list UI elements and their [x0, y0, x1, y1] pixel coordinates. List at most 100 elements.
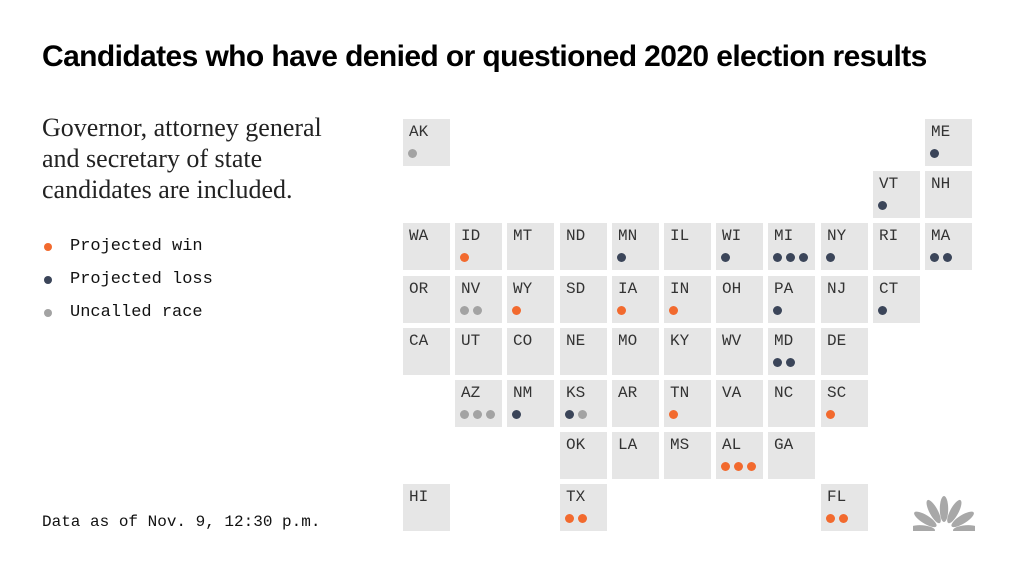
state-abbr: MT: [513, 227, 533, 245]
state-abbr: MA: [931, 227, 951, 245]
state-abbr: WV: [722, 332, 742, 350]
state-tile-ut: UT: [455, 328, 502, 375]
uncalled-dot-icon: [473, 306, 482, 315]
state-abbr: SC: [827, 384, 847, 402]
win-dot-icon: [747, 462, 756, 471]
loss-dot-icon: [773, 253, 782, 262]
state-tile-ky: KY: [664, 328, 711, 375]
candidate-dots: [826, 253, 839, 262]
state-abbr: UT: [461, 332, 481, 350]
subtitle: Governor, attorney general and secretary…: [42, 113, 322, 204]
state-abbr: NH: [931, 175, 951, 193]
state-tile-ar: AR: [612, 380, 659, 427]
state-abbr: MN: [618, 227, 638, 245]
state-tile-ga: GA: [768, 432, 815, 479]
state-tile-or: OR: [403, 276, 450, 323]
state-tile-mo: MO: [612, 328, 659, 375]
state-tile-oh: OH: [716, 276, 763, 323]
state-tile-al: AL: [716, 432, 763, 479]
state-abbr: AZ: [461, 384, 481, 402]
legend-item-win: Projected win: [42, 230, 213, 263]
state-abbr: MS: [670, 436, 690, 454]
state-abbr: TN: [670, 384, 690, 402]
data-timestamp-note: Data as of Nov. 9, 12:30 p.m.: [42, 513, 321, 531]
state-abbr: PA: [774, 280, 794, 298]
state-abbr: AL: [722, 436, 742, 454]
state-tile-mi: MI: [768, 223, 815, 270]
candidate-dots: [878, 201, 891, 210]
state-abbr: WY: [513, 280, 533, 298]
state-abbr: CO: [513, 332, 533, 350]
candidate-dots: [460, 306, 486, 315]
state-tile-nj: NJ: [821, 276, 868, 323]
legend-item-uncalled: Uncalled race: [42, 296, 213, 329]
state-abbr: IN: [670, 280, 690, 298]
state-abbr: WA: [409, 227, 429, 245]
state-tile-sc: SC: [821, 380, 868, 427]
state-abbr: FL: [827, 488, 847, 506]
state-abbr: WI: [722, 227, 742, 245]
state-abbr: MD: [774, 332, 794, 350]
legend: Projected win Projected loss Uncalled ra…: [42, 230, 213, 329]
candidate-dots: [669, 410, 682, 419]
state-abbr: GA: [774, 436, 794, 454]
candidate-dots: [617, 306, 630, 315]
candidate-dots: [826, 410, 839, 419]
state-abbr: AK: [409, 123, 429, 141]
candidate-dots: [512, 410, 525, 419]
state-abbr: ME: [931, 123, 951, 141]
state-abbr: ID: [461, 227, 481, 245]
candidate-dots: [565, 514, 591, 523]
win-dot-icon: [669, 410, 678, 419]
win-dot-icon: [826, 514, 835, 523]
state-tile-mn: MN: [612, 223, 659, 270]
state-abbr: NM: [513, 384, 533, 402]
win-dot-icon: [721, 462, 730, 471]
page-title: Candidates who have denied or questioned…: [42, 40, 927, 73]
state-abbr: CT: [879, 280, 899, 298]
state-tile-va: VA: [716, 380, 763, 427]
state-abbr: MO: [618, 332, 638, 350]
state-tile-tn: TN: [664, 380, 711, 427]
state-abbr: KS: [566, 384, 586, 402]
state-abbr: KY: [670, 332, 690, 350]
candidate-dots: [826, 514, 852, 523]
state-tile-in: IN: [664, 276, 711, 323]
win-dot-icon: [617, 306, 626, 315]
loss-dot-icon: [786, 358, 795, 367]
candidate-dots: [512, 306, 525, 315]
state-tile-nd: ND: [560, 223, 607, 270]
loss-dot-icon: [878, 306, 887, 315]
state-abbr: NE: [566, 332, 586, 350]
state-abbr: VA: [722, 384, 742, 402]
state-abbr: VT: [879, 175, 899, 193]
candidate-dots: [669, 306, 682, 315]
state-tile-ma: MA: [925, 223, 972, 270]
legend-label: Uncalled race: [70, 303, 203, 322]
state-abbr: AR: [618, 384, 638, 402]
state-tile-vt: VT: [873, 171, 920, 218]
uncalled-dot-icon: [44, 308, 52, 317]
uncalled-dot-icon: [408, 149, 417, 158]
state-tile-fl: FL: [821, 484, 868, 531]
state-tile-nc: NC: [768, 380, 815, 427]
loss-dot-icon: [786, 253, 795, 262]
state-abbr: NJ: [827, 280, 847, 298]
state-abbr: DE: [827, 332, 847, 350]
win-dot-icon: [44, 242, 52, 251]
state-tile-la: LA: [612, 432, 659, 479]
state-tile-pa: PA: [768, 276, 815, 323]
state-tile-nh: NH: [925, 171, 972, 218]
candidate-dots: [930, 149, 943, 158]
state-abbr: MI: [774, 227, 794, 245]
peacock-logo-icon: [913, 496, 975, 535]
state-tile-az: AZ: [455, 380, 502, 427]
loss-dot-icon: [773, 306, 782, 315]
state-tile-me: ME: [925, 119, 972, 166]
state-abbr: ND: [566, 227, 586, 245]
state-tile-ak: AK: [403, 119, 450, 166]
loss-dot-icon: [930, 149, 939, 158]
win-dot-icon: [839, 514, 848, 523]
state-tile-ks: KS: [560, 380, 607, 427]
candidate-dots: [773, 358, 799, 367]
